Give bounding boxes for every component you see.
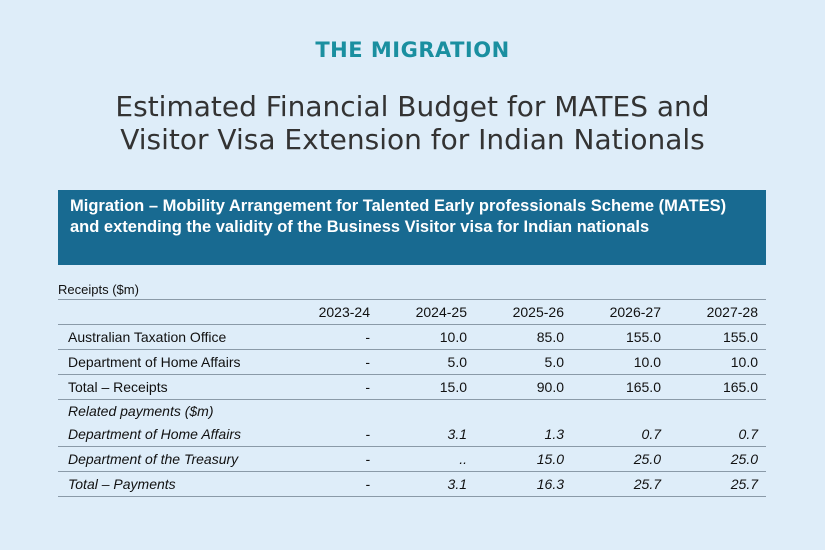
table-cell: 25.7 xyxy=(669,471,766,497)
table-cell: 5.0 xyxy=(475,349,572,375)
table-cell: 10.0 xyxy=(669,349,766,375)
table-cell: 0.7 xyxy=(572,422,669,447)
table-cell: 25.7 xyxy=(572,471,669,497)
table-cell: 1.3 xyxy=(475,422,572,447)
table-cell xyxy=(669,400,766,423)
table-row: Department of Home Affairs -3.1 1.3 0.7 0.7 xyxy=(58,422,766,447)
table-cell: - xyxy=(281,422,378,447)
table-row: Department of the Treasury -.. 15.0 25.0 25.… xyxy=(58,446,766,472)
table-cell: 2027-28 xyxy=(669,299,766,325)
table-cell: 165.0 xyxy=(669,374,766,400)
table-row: Australian Taxation Office -10.0 85.0 155.0… xyxy=(58,324,766,350)
table-cell: Total – Receipts xyxy=(58,374,281,400)
table-cell: 90.0 xyxy=(475,374,572,400)
table-cell: Department of Home Affairs xyxy=(58,349,281,375)
table-cell: .. xyxy=(378,446,475,472)
table-cell xyxy=(572,400,669,423)
table-cell: 10.0 xyxy=(572,349,669,375)
table-cell: 2023-24 xyxy=(281,299,378,325)
table-cell: 2025-26 xyxy=(475,299,572,325)
table-cell: - xyxy=(281,324,378,350)
table-cell: 10.0 xyxy=(378,324,475,350)
table-cell: 0.7 xyxy=(669,422,766,447)
table-cell: 15.0 xyxy=(475,446,572,472)
table-cell xyxy=(58,299,281,325)
table-cell: 3.1 xyxy=(378,471,475,497)
table-cell: Department of Home Affairs xyxy=(58,422,281,447)
table-row: Total – Receipts -15.0 90.0 165.0 165.0 xyxy=(58,374,766,400)
table-heading: Migration – Mobility Arrangement for Tal… xyxy=(58,190,766,265)
title-line-2: Visitor Visa Extension for Indian Nation… xyxy=(120,123,705,156)
title-line-1: Estimated Financial Budget for MATES and xyxy=(115,90,710,123)
table-cell: 165.0 xyxy=(572,374,669,400)
table-cell: 2026-27 xyxy=(572,299,669,325)
table-cell: 85.0 xyxy=(475,324,572,350)
table-cell: - xyxy=(281,374,378,400)
table-cell xyxy=(281,400,378,423)
table-cell: - xyxy=(281,471,378,497)
table-cell: - xyxy=(281,349,378,375)
table-cell: 5.0 xyxy=(378,349,475,375)
table-cell: - xyxy=(281,446,378,472)
table-row: Related payments ($m) xyxy=(58,400,766,423)
receipts-label: Receipts ($m) xyxy=(58,282,139,297)
table-cell: Australian Taxation Office xyxy=(58,324,281,350)
page-title: Estimated Financial Budget for MATES and… xyxy=(0,90,825,156)
table-header-row: 2023-24 2024-25 2025-26 2026-27 2027-28 xyxy=(58,299,766,325)
table-cell: 25.0 xyxy=(669,446,766,472)
table-row: Total – Payments -3.1 16.3 25.7 25.7 xyxy=(58,471,766,497)
table-cell: 16.3 xyxy=(475,471,572,497)
table-cell: 155.0 xyxy=(669,324,766,350)
logo: THE MIGRATION xyxy=(315,38,510,62)
table-cell: 2024-25 xyxy=(378,299,475,325)
table-cell: 155.0 xyxy=(572,324,669,350)
table-cell: Department of the Treasury xyxy=(58,446,281,472)
table-cell: 25.0 xyxy=(572,446,669,472)
table-cell: 3.1 xyxy=(378,422,475,447)
table-cell: 15.0 xyxy=(378,374,475,400)
table-cell: Total – Payments xyxy=(58,471,281,497)
table-cell xyxy=(475,400,572,423)
table-cell xyxy=(378,400,475,423)
budget-table: 2023-24 2024-25 2025-26 2026-27 2027-28 Austr… xyxy=(58,299,766,497)
table-cell: Related payments ($m) xyxy=(68,403,214,419)
table-row: Department of Home Affairs -5.0 5.0 10.0 10.… xyxy=(58,349,766,375)
